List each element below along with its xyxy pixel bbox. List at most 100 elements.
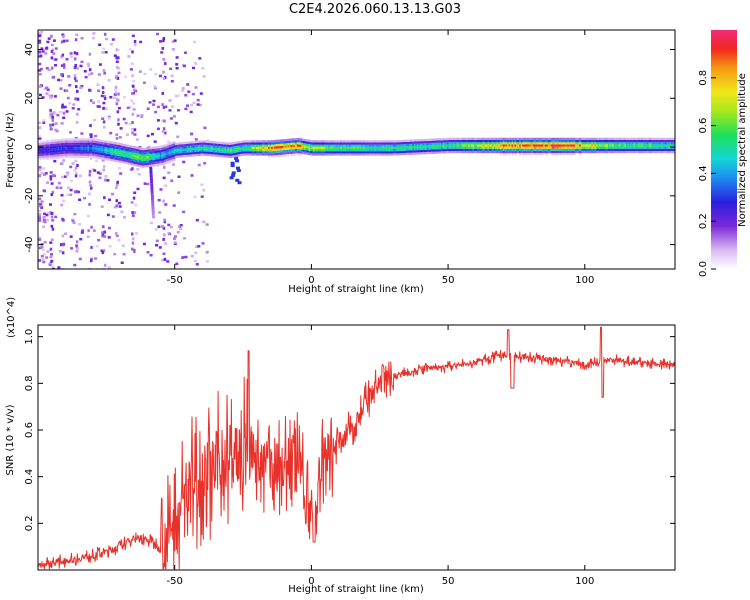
- ridge-cell: [462, 146, 465, 149]
- ridge-cell: [404, 144, 408, 147]
- ridge-cell: [212, 149, 215, 153]
- noise-streak: [74, 64, 77, 67]
- ridge-cell: [588, 139, 591, 143]
- ridge-cell: [525, 139, 528, 143]
- ridge-cell: [167, 154, 170, 157]
- noise-streak: [50, 113, 54, 117]
- ridge-cell: [320, 153, 323, 156]
- ridge-cell: [248, 146, 251, 150]
- noise-streak: [161, 103, 164, 107]
- ridge-cell: [87, 149, 90, 152]
- ridge-cell: [489, 144, 492, 147]
- noise-pixel: [49, 255, 53, 259]
- ridge-cell: [316, 144, 319, 147]
- noise-pixel: [113, 54, 117, 57]
- ridge-cell: [164, 153, 167, 156]
- ridge-cell: [119, 147, 122, 150]
- ridge-cell: [245, 153, 248, 156]
- ridge-tail: [151, 206, 155, 210]
- ridge-cell: [319, 140, 322, 143]
- noise-pixel: [59, 87, 63, 90]
- ridge-cell: [56, 156, 59, 159]
- ridge-cell: [586, 150, 590, 154]
- ridge-cell: [463, 146, 466, 149]
- ridge-cell: [531, 146, 534, 149]
- noise-pixel: [86, 235, 90, 238]
- noise-pixel: [195, 245, 199, 248]
- noise-pixel: [46, 181, 49, 184]
- ridge-cell: [480, 150, 483, 154]
- ridge-cell: [604, 137, 608, 140]
- noise-streak: [103, 125, 106, 129]
- ridge-cell: [528, 153, 531, 156]
- ridge-cell: [313, 153, 316, 156]
- ridge-cell: [610, 139, 614, 143]
- ridge-cell: [595, 142, 599, 145]
- noise-pixel: [110, 43, 114, 46]
- ridge-cell: [266, 142, 269, 145]
- ridge-cell: [469, 148, 472, 151]
- ridge-cell: [277, 144, 280, 147]
- ridge-cell: [216, 148, 220, 151]
- ridge-cell: [204, 142, 208, 145]
- ridge-cell: [386, 140, 390, 143]
- ridge-cell: [57, 138, 60, 142]
- ridge-cell: [382, 140, 385, 143]
- ridge-cell: [394, 144, 397, 147]
- noise-pixel: [115, 133, 119, 136]
- ridge-cell: [519, 148, 522, 151]
- ridge-cell: [54, 139, 57, 142]
- ridge-cell: [395, 151, 399, 154]
- ridge-cell: [565, 139, 568, 143]
- ridge-cell: [57, 145, 60, 148]
- ridge-cell: [96, 156, 99, 159]
- ridge-cell: [422, 138, 426, 142]
- noise-streak: [76, 66, 79, 70]
- ridge-cell: [510, 150, 513, 154]
- ridge-cell: [359, 151, 362, 154]
- noise-pixel: [61, 175, 64, 179]
- ridge-cell: [111, 157, 114, 160]
- ridge-cell: [472, 150, 475, 154]
- ridge-cell: [62, 142, 65, 146]
- ridge-cell: [161, 147, 164, 150]
- ridge-cell: [338, 146, 341, 150]
- snr-y-label: SNR (10 * v/v): [5, 404, 16, 475]
- ridge-cell: [200, 140, 203, 143]
- ridge-cell: [135, 146, 138, 149]
- ridge-cell: [628, 148, 632, 151]
- noise-pixel: [126, 106, 130, 110]
- ridge-cell: [407, 146, 411, 149]
- ridge-cell: [416, 152, 420, 155]
- ridge-cell: [38, 142, 41, 146]
- ridge-cell: [274, 150, 277, 154]
- ridge-cell: [561, 142, 564, 145]
- ridge-cell: [425, 138, 429, 141]
- ridge-cell: [92, 149, 95, 152]
- ridge-cell: [579, 139, 582, 143]
- ridge-cell: [182, 155, 185, 158]
- ridge-cell: [272, 153, 275, 156]
- ridge-cell: [83, 151, 86, 154]
- ridge-cell: [50, 141, 53, 145]
- ridge-cell: [304, 149, 307, 153]
- ridge-cell: [295, 146, 298, 150]
- ridge-cell: [477, 139, 480, 143]
- ridge-cell: [242, 146, 245, 150]
- noise-pixel: [197, 163, 201, 167]
- ridge-cell: [146, 149, 149, 152]
- ridge-cell: [206, 142, 209, 146]
- ridge-cell: [57, 143, 60, 146]
- noise-pixel: [203, 162, 207, 165]
- ridge-cell: [612, 142, 615, 145]
- ridge-cell: [57, 152, 60, 155]
- noise-pixel: [93, 169, 97, 172]
- noise-pixel: [111, 192, 114, 196]
- ridge-cell: [550, 153, 553, 156]
- noise-pixel: [100, 205, 104, 208]
- ridge-cell: [210, 147, 214, 150]
- ridge-cell: [538, 137, 541, 140]
- ridge-cell: [84, 147, 87, 150]
- ridge-cell: [519, 153, 522, 156]
